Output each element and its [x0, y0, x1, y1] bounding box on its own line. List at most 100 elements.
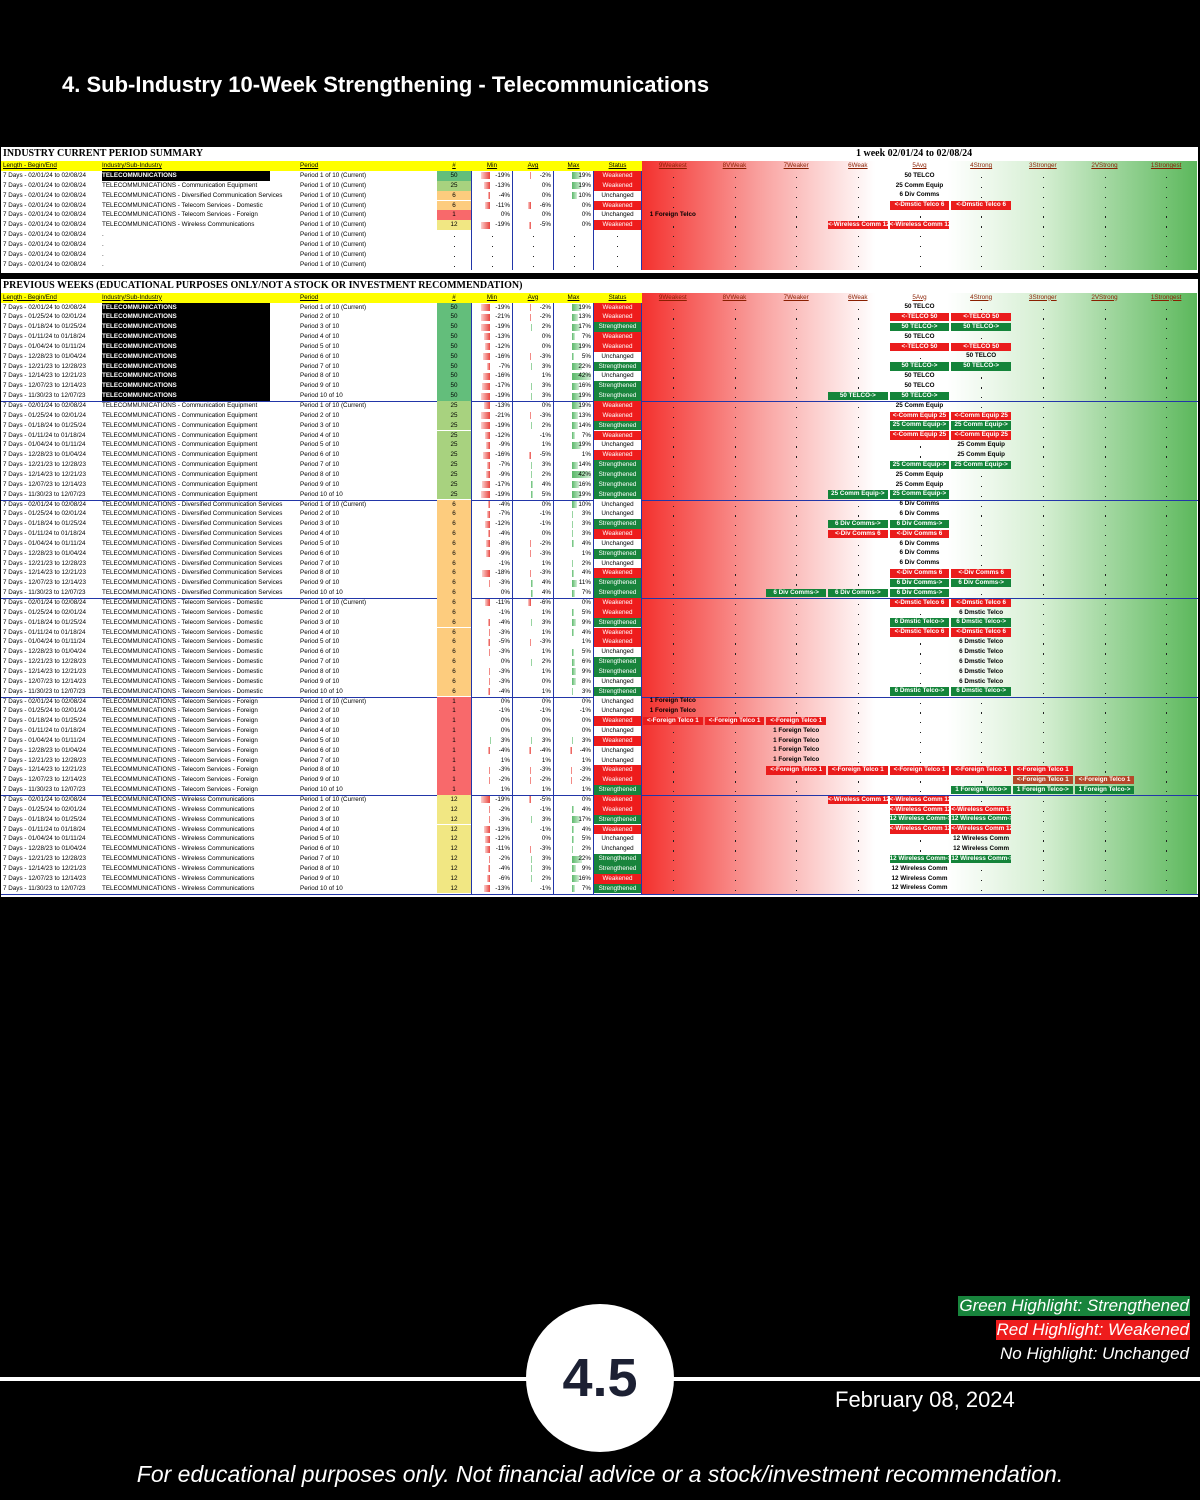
status: Unchanged	[594, 844, 641, 855]
placeholder	[981, 722, 983, 724]
placeholder	[981, 751, 983, 754]
placeholder	[857, 830, 860, 832]
placeholder	[1042, 177, 1045, 179]
max: 0%	[581, 717, 591, 725]
placeholder	[981, 525, 983, 527]
data-bar	[531, 865, 533, 873]
data-bar	[572, 431, 576, 439]
strength-cell: <-Dmstic Telco 6	[889, 628, 950, 637]
min: -7%	[498, 362, 510, 370]
placeholder	[1042, 436, 1045, 438]
length: 7 Days - 01/18/24 to 01/25/24	[3, 323, 86, 331]
placeholder	[734, 206, 736, 208]
length: 7 Days - 12/07/23 to 12/14/23	[3, 579, 86, 587]
placeholder	[981, 879, 983, 882]
max: 3%	[581, 687, 591, 695]
strength-cell: 25 Comm Equip->	[889, 490, 950, 499]
avg: 0%	[541, 677, 551, 685]
placeholder	[492, 236, 494, 238]
placeholder	[672, 387, 675, 389]
placeholder	[1104, 544, 1106, 547]
data-bar	[482, 481, 490, 489]
max: 1%	[581, 451, 591, 459]
placeholder	[1042, 357, 1045, 360]
status: Unchanged	[594, 558, 641, 569]
placeholder	[1042, 663, 1045, 665]
placeholder	[734, 613, 736, 616]
avg: 0%	[541, 402, 551, 409]
min: -4%	[498, 618, 510, 626]
data-bar	[572, 333, 576, 341]
industry: TELECOMMUNICATIONS - Wireless Communicat…	[102, 864, 255, 872]
placeholder	[1042, 446, 1045, 448]
column-header: Period	[300, 162, 319, 169]
avg: 0%	[541, 500, 551, 508]
period: Period 6 of 10	[300, 648, 340, 656]
placeholder	[1104, 633, 1106, 635]
min: -19%	[495, 172, 510, 179]
status: Unchanged	[594, 499, 641, 510]
placeholder	[796, 633, 798, 635]
strength-cell: <-Foreign Telco 1	[951, 766, 1011, 775]
placeholder	[1104, 525, 1106, 527]
placeholder	[1166, 791, 1168, 793]
placeholder	[857, 206, 860, 208]
period: Period 7 of 10	[300, 461, 340, 469]
status: Unchanged	[594, 190, 641, 201]
industry: .	[102, 250, 104, 258]
strength-cell: 6 Div Comms->	[828, 519, 888, 529]
placeholder	[857, 544, 860, 547]
data-bar	[572, 363, 582, 370]
count: 12	[437, 863, 471, 874]
data-bar	[488, 648, 490, 656]
period: Period 3 of 10	[300, 421, 340, 429]
placeholder	[1166, 663, 1168, 665]
placeholder	[857, 672, 860, 675]
industry: TELECOMMUNICATIONS - Communication Equip…	[102, 441, 258, 449]
placeholder	[1166, 702, 1168, 704]
placeholder	[796, 245, 798, 248]
strength-cell: 25 Comm Equip->	[889, 460, 950, 470]
period: Period 1 of 10 (Current)	[300, 500, 367, 508]
max: 5%	[581, 648, 591, 656]
placeholder	[672, 604, 675, 606]
count: 6	[437, 607, 471, 618]
placeholder	[672, 206, 675, 208]
status: Weakened	[594, 824, 641, 835]
placeholder	[574, 236, 576, 238]
status: Unchanged	[594, 696, 641, 707]
placeholder	[672, 633, 675, 635]
avg: 0%	[541, 835, 551, 843]
placeholder	[734, 594, 736, 596]
data-bar	[572, 609, 575, 617]
placeholder	[734, 604, 736, 606]
data-bar	[528, 451, 531, 459]
status: Strengthened	[594, 489, 641, 500]
status: Weakened	[594, 220, 641, 231]
length: 7 Days - 12/14/23 to 12/21/23	[3, 372, 86, 380]
strength-cell: <-Wireless Comm 12	[889, 795, 950, 805]
placeholder	[672, 485, 675, 488]
length: 7 Days - 01/04/24 to 01/11/24	[3, 342, 86, 350]
placeholder	[1104, 407, 1106, 409]
placeholder	[1104, 584, 1106, 586]
placeholder	[1166, 594, 1168, 596]
status: Strengthened	[594, 460, 641, 470]
min: -4%	[498, 687, 510, 695]
placeholder	[796, 879, 798, 882]
strength-cell: 6 Dmstic Telco->	[951, 687, 1011, 696]
placeholder	[1166, 485, 1168, 488]
count: 6	[437, 627, 471, 638]
max: 3%	[581, 510, 591, 518]
length: 7 Days - 02/01/24 to 02/08/24	[3, 231, 86, 239]
placeholder	[734, 741, 736, 744]
placeholder	[1104, 751, 1106, 754]
placeholder	[1166, 692, 1168, 694]
placeholder	[1104, 308, 1106, 310]
status: Weakened	[594, 637, 641, 648]
data-bar	[484, 431, 490, 439]
placeholder	[1042, 236, 1045, 238]
period: Period 5 of 10	[300, 441, 340, 449]
period: Period 3 of 10	[300, 323, 340, 331]
placeholder	[857, 613, 860, 616]
